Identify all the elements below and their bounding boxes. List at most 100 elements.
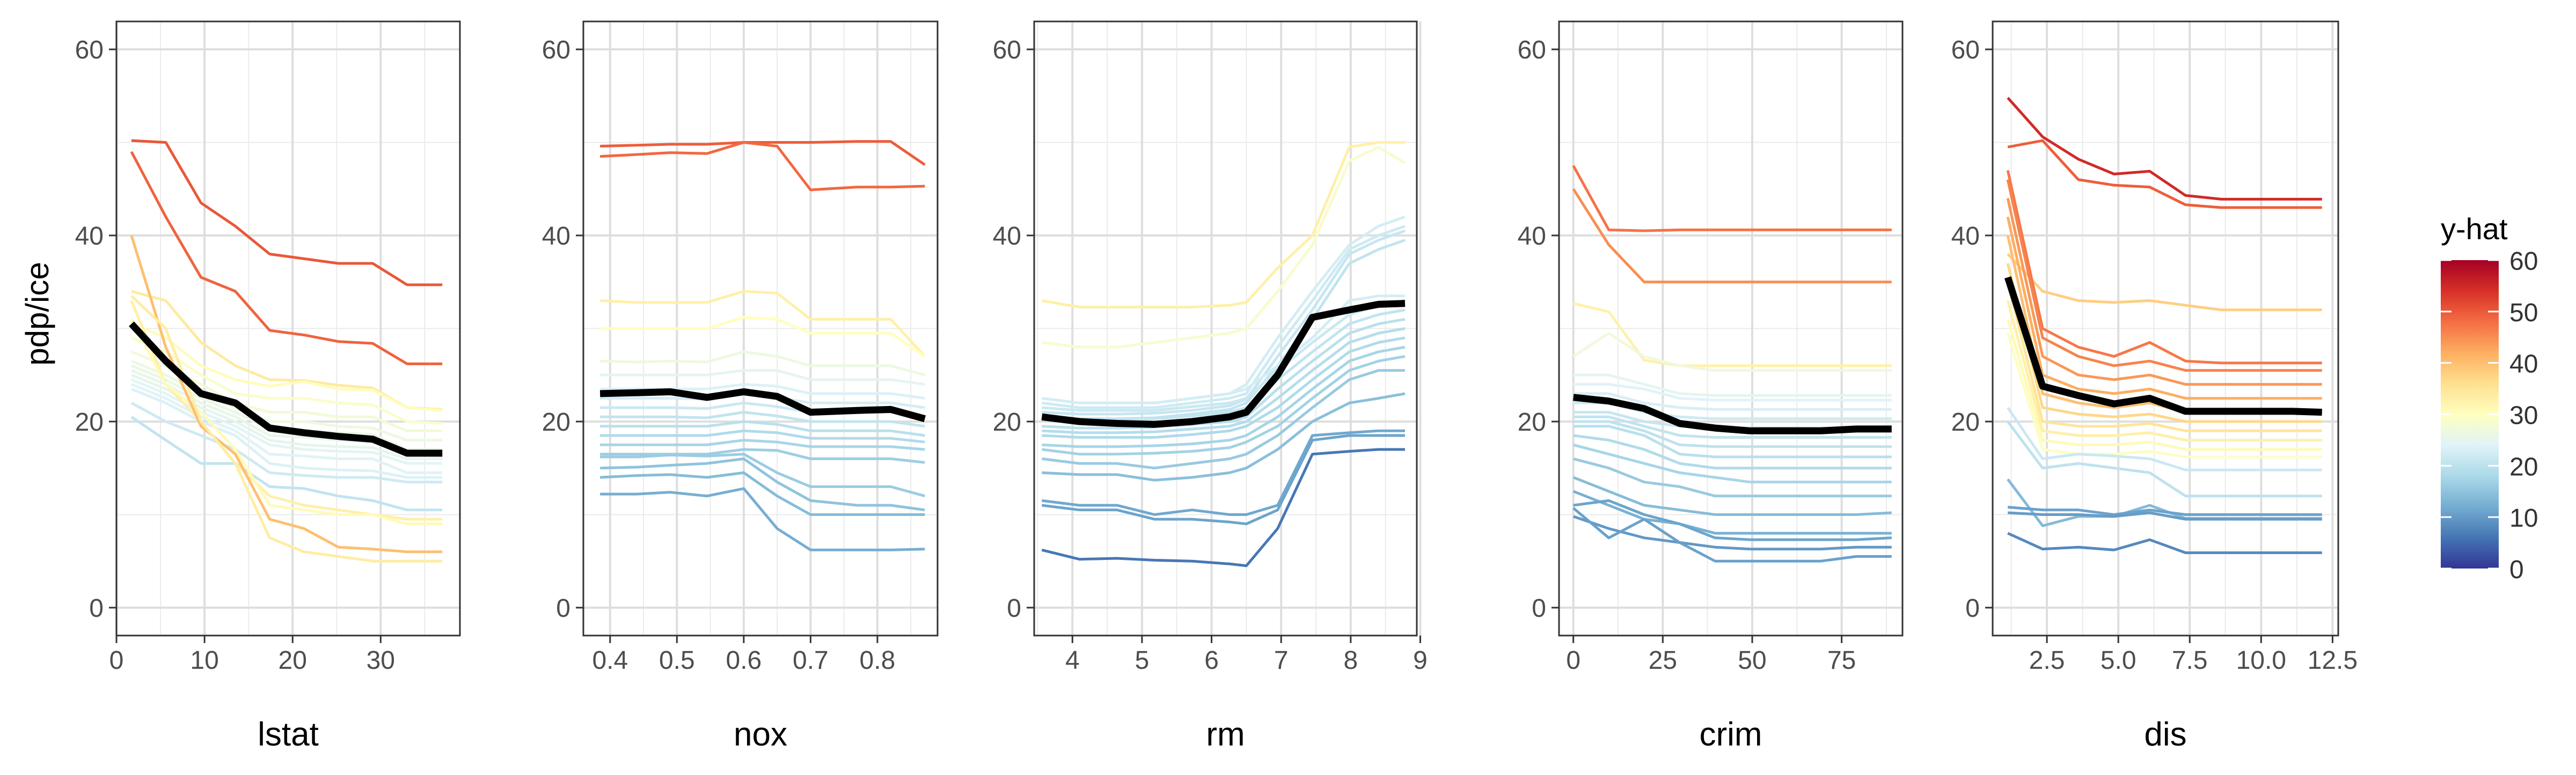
legend-tick-label: 20 bbox=[2509, 453, 2538, 481]
x-tick-label: 0.7 bbox=[793, 646, 829, 675]
y-tick-label: 0 bbox=[1965, 594, 1980, 623]
x-tick-label: 9 bbox=[1413, 646, 1428, 675]
y-tick-label: 20 bbox=[1518, 408, 1546, 437]
ice-line bbox=[2007, 139, 2322, 209]
ice-line bbox=[2006, 333, 2322, 459]
x-tick-label: 0.8 bbox=[860, 646, 896, 675]
x-tick-label: 5.0 bbox=[2101, 646, 2136, 675]
ice-line bbox=[1041, 145, 1406, 349]
ice-line bbox=[2006, 216, 2322, 400]
ice-line bbox=[2008, 511, 2322, 521]
y-tick-label: 20 bbox=[75, 408, 104, 437]
x-tick-label: 8 bbox=[1343, 646, 1358, 675]
ice-line bbox=[1573, 425, 1892, 459]
ice-line bbox=[1042, 392, 1406, 482]
y-tick-label: 60 bbox=[1518, 36, 1546, 64]
x-axis-title: rm bbox=[1206, 716, 1245, 753]
ice-line bbox=[1041, 225, 1406, 409]
panel-border bbox=[1558, 20, 1904, 637]
ice-line bbox=[1573, 415, 1892, 439]
x-tick-label: 30 bbox=[367, 646, 395, 675]
ice-line bbox=[2007, 97, 2322, 201]
ice-line bbox=[2008, 506, 2322, 516]
ice-line bbox=[599, 141, 925, 191]
ice-line bbox=[1041, 429, 1405, 516]
ice-line bbox=[600, 369, 925, 386]
x-tick-label: 0.6 bbox=[726, 646, 762, 675]
ice-line bbox=[1042, 229, 1406, 416]
ice-line bbox=[1572, 507, 1892, 563]
ice-line bbox=[600, 316, 926, 358]
ice-line bbox=[130, 319, 443, 526]
x-tick-label: 25 bbox=[1649, 646, 1677, 675]
ice-line bbox=[1041, 448, 1405, 567]
ice-line bbox=[1572, 331, 1892, 372]
ice-line bbox=[1573, 302, 1892, 367]
y-tick-label: 0 bbox=[1007, 594, 1021, 623]
x-axis-title: crim bbox=[1699, 716, 1762, 753]
ice-line bbox=[2006, 300, 2322, 442]
ice-line bbox=[1041, 141, 1405, 309]
legend-tick-label: 40 bbox=[2509, 350, 2538, 379]
panel-border bbox=[582, 20, 939, 637]
ice-line bbox=[1042, 327, 1406, 434]
x-tick-label: 10 bbox=[190, 646, 218, 675]
ice-line bbox=[130, 235, 443, 553]
y-tick-label: 40 bbox=[993, 222, 1021, 250]
ice-line bbox=[2007, 407, 2322, 471]
ice-line bbox=[2006, 282, 2322, 432]
ice-line bbox=[130, 402, 443, 484]
ice-line bbox=[130, 300, 443, 521]
panel-border bbox=[1033, 20, 1418, 637]
ice-line bbox=[1573, 499, 1892, 541]
ice-line bbox=[2007, 420, 2322, 498]
ice-line bbox=[1573, 443, 1892, 484]
legend-title: y-hat bbox=[2441, 212, 2508, 246]
ice-line bbox=[600, 487, 925, 551]
x-tick-label: 2.5 bbox=[2029, 646, 2065, 675]
legend-tick-label: 30 bbox=[2509, 402, 2538, 430]
panel-rm: 0 20 40 60 4 5 6 7 8 9 rm bbox=[993, 20, 1428, 753]
x-tick-label: 0 bbox=[109, 646, 124, 675]
y-tick-label: 60 bbox=[993, 36, 1021, 64]
ice-line bbox=[2006, 179, 2322, 372]
x-axis-title: nox bbox=[734, 716, 787, 753]
y-tick-label: 0 bbox=[1532, 594, 1546, 623]
x-axis-title: lstat bbox=[258, 716, 319, 753]
y-tick-label: 40 bbox=[1518, 222, 1546, 250]
ice-line bbox=[1573, 373, 1892, 397]
legend-tick-label: 10 bbox=[2509, 504, 2538, 533]
ice-line bbox=[1572, 188, 1892, 284]
panel-border bbox=[1992, 20, 2339, 637]
ice-line bbox=[1572, 165, 1892, 232]
ice-line bbox=[1042, 299, 1406, 412]
x-tick-label: 0.4 bbox=[592, 646, 628, 675]
x-axis-title: dis bbox=[2144, 716, 2186, 753]
ice-line bbox=[600, 448, 925, 464]
ice-line bbox=[1042, 336, 1406, 439]
x-tick-label: 0 bbox=[1566, 646, 1580, 675]
ice-line bbox=[600, 140, 926, 166]
ice-line bbox=[600, 429, 925, 444]
ice-line bbox=[600, 350, 925, 377]
y-tick-label: 60 bbox=[75, 36, 104, 64]
ice-line bbox=[2006, 319, 2322, 451]
ice-line bbox=[1041, 434, 1405, 526]
ice-line bbox=[130, 416, 443, 512]
ice-line bbox=[600, 453, 925, 498]
ice-line bbox=[1041, 369, 1405, 470]
ice-line bbox=[2006, 263, 2322, 423]
pdp-line bbox=[2004, 276, 2322, 416]
ice-line bbox=[600, 439, 925, 451]
ice-line bbox=[600, 411, 925, 428]
y-tick-label: 20 bbox=[993, 408, 1021, 437]
ice-line bbox=[2006, 198, 2322, 386]
x-tick-label: 20 bbox=[279, 646, 307, 675]
legend-tick-label: 50 bbox=[2509, 299, 2538, 327]
ice-line bbox=[599, 290, 926, 358]
ice-line bbox=[131, 139, 443, 286]
ice-line bbox=[599, 471, 925, 516]
pdp-line bbox=[1041, 300, 1406, 428]
